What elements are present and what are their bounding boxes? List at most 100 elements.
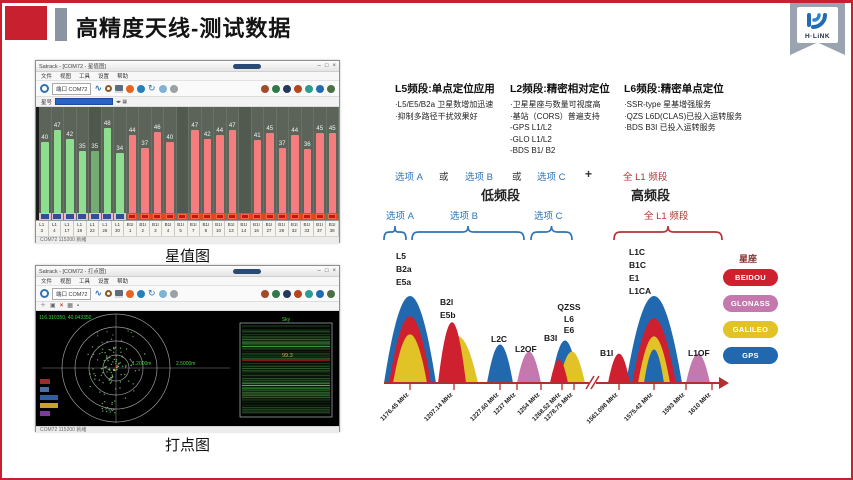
position-dot [112,361,114,363]
record-icon[interactable] [126,289,135,298]
position-dot [98,379,101,381]
legend-title: 星座 [739,254,758,264]
constellation-icon-1[interactable] [261,84,269,93]
position-dot [99,391,101,393]
port-select[interactable]: 端口 COM72 [52,287,92,300]
satellite-status-indicator [76,213,88,220]
constellation-icon-5[interactable] [305,289,313,298]
satellite-status-indicator [226,213,238,220]
menu-item[interactable]: 文件 [41,279,53,285]
save-icon[interactable] [115,289,124,298]
position-dot [111,376,113,379]
save-icon[interactable] [115,84,124,93]
constellation-icon-2[interactable] [272,84,280,93]
menu-item[interactable]: 工具 [79,279,91,285]
constellation-icon-7[interactable] [327,289,335,298]
tick-label: 1593 MHz [661,391,686,416]
time-series-lines [242,325,330,414]
snr-sat-label: B1I 5 [175,221,188,236]
snr-value: 36 [303,142,311,148]
crosshair-icon[interactable]: ＋ [40,303,47,309]
menu-item[interactable]: 设置 [98,74,110,80]
minimize-button[interactable]: – [317,63,321,69]
record-icon[interactable] [126,84,135,93]
minimize-button[interactable]: – [317,268,321,274]
frame-icon[interactable]: ▣ [50,303,56,309]
snr-bar [303,149,311,213]
constellation-icon-5[interactable] [305,84,313,93]
snr-bar [91,151,99,213]
snr-column: 40 [39,107,52,220]
menu-item[interactable]: 视图 [60,279,72,285]
constellation-icon-2[interactable] [272,289,280,298]
spinner-buttons[interactable]: ◂▸ ▦ [116,98,128,105]
maximize-button[interactable]: □ [324,268,329,274]
constellation-icon-6[interactable] [316,84,324,93]
snr-value: 41 [253,133,261,139]
connect-icon[interactable] [40,289,49,298]
position-dot [119,362,121,364]
menu-item[interactable]: 视图 [60,74,72,80]
label-l1c-b1c-e1-l1ca: L1C B1C E1 L1CA [629,247,652,296]
menu-item[interactable]: 文件 [41,74,53,80]
titlebar[interactable]: Satrack - [COM72 - 打点图] – □ × [36,266,339,277]
clear-icon[interactable]: × [59,303,64,309]
snr-column [176,107,189,220]
position-dot [107,359,109,362]
snr-chart-columns: 40 47 42 35 35 48 34 44 37 46 40 47 42 44 47 41 45 37 44 36… [36,107,339,220]
constellation-icon-3[interactable] [283,289,291,298]
refresh-icon[interactable]: ↻ [148,288,156,298]
maximize-button[interactable]: □ [324,63,329,69]
titlebar[interactable]: Satrack - [COM72 - 星值图] – □ × [36,61,339,72]
filter-row: 星号 ◂▸ ▦ [36,97,339,107]
constellation-icon-4[interactable] [294,289,302,298]
satellite-status-indicator [64,213,76,220]
satellite-filter-select[interactable] [55,98,114,105]
settings-ball-icon[interactable] [169,84,178,93]
snr-value: 35 [78,144,86,150]
satellite-status-indicator [214,213,226,220]
scatter-dots [87,328,146,414]
globe-icon[interactable] [158,289,167,298]
satellite-status-indicator [176,213,188,220]
magnifier-icon[interactable] [105,85,113,92]
brand-ribbon: H·LiNK [790,3,845,55]
position-dot [106,331,108,333]
signal-curve-icon[interactable]: ∿ [94,83,103,93]
constellation-icon-1[interactable] [261,289,269,298]
info-icon[interactable] [137,289,146,298]
constellation-icon-4[interactable] [294,84,302,93]
globe-icon[interactable] [158,84,167,93]
refresh-icon[interactable]: ↻ [148,83,156,93]
close-button[interactable]: × [332,268,336,274]
close-button[interactable]: × [332,63,336,69]
constellation-icon-3[interactable] [283,84,291,93]
position-dot [111,374,113,376]
snr-bar [141,148,149,213]
port-select[interactable]: 端口 COM72 [52,82,92,95]
label-b1i: B1I [600,348,614,358]
magnifier-icon[interactable] [105,290,113,297]
connect-icon[interactable] [40,84,49,93]
dot-icon[interactable]: ▪ [76,303,80,309]
constellation-legend-pills: BEIDOU GLONASS GALILEO GPS [723,269,779,373]
snr-column: 35 [76,107,89,220]
snr-value: 47 [191,123,199,129]
grid-icon[interactable]: ▦ [67,303,73,309]
constellation-icon-6[interactable] [316,289,324,298]
snr-value: 45 [266,126,274,132]
snr-sat-label: L1 26 [99,221,112,236]
page-title: 高精度天线-测试数据 [76,16,292,41]
satellite-status-indicator [101,213,113,220]
signal-curve-icon[interactable]: ∿ [94,288,103,298]
menu-item[interactable]: 帮助 [117,279,129,285]
constellation-icon-7[interactable] [327,84,335,93]
snr-column: 45 [326,107,339,220]
menu-item[interactable]: 设置 [98,279,110,285]
menu-item[interactable]: 帮助 [117,74,129,80]
info-icon[interactable] [137,84,146,93]
settings-ball-icon[interactable] [169,289,178,298]
position-dot [138,369,140,371]
menu-item[interactable]: 工具 [79,74,91,80]
band-bullet: -GLO L1/L2 [510,134,552,144]
